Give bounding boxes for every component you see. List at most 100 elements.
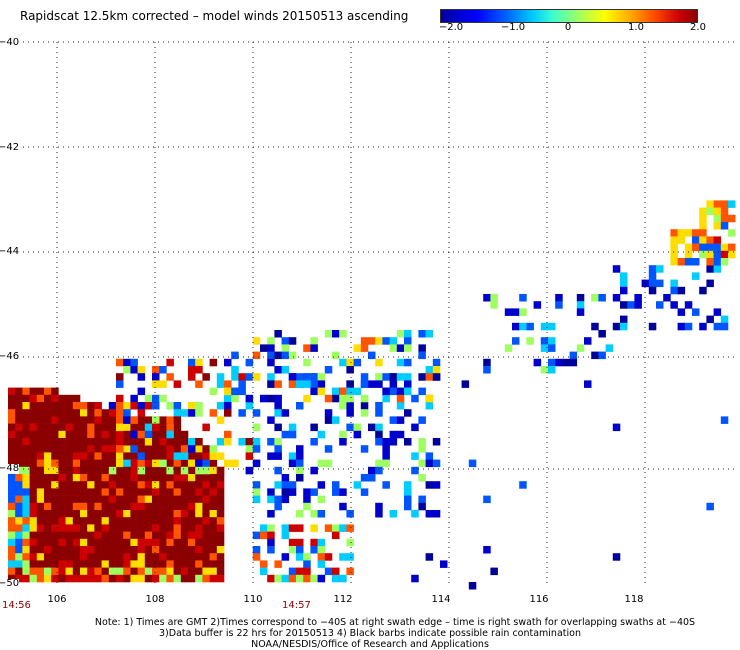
data-cell: [65, 538, 74, 547]
data-cell: [288, 380, 297, 388]
data-cell: [123, 531, 131, 540]
data-cell: [202, 553, 210, 561]
data-cell: [332, 488, 340, 496]
data-cell: [58, 409, 66, 417]
data-cell: [188, 409, 196, 417]
data-cell: [188, 553, 196, 561]
data-cell: [245, 373, 254, 381]
data-cell: [224, 430, 232, 439]
data-cell: [195, 524, 203, 532]
data-cell: [411, 394, 419, 403]
data-cell: [375, 510, 383, 518]
data-cell: [713, 243, 722, 252]
data-cell: [274, 560, 282, 568]
data-cell: [44, 402, 52, 410]
data-cell: [720, 243, 729, 252]
data-cell: [202, 524, 210, 532]
data-cell: [65, 459, 74, 468]
lon-label: 116: [529, 594, 549, 605]
data-cell: [80, 567, 88, 576]
data-cell: [216, 452, 225, 460]
data-cell: [360, 488, 369, 496]
data-cell: [231, 351, 239, 360]
data-cell: [116, 574, 124, 583]
data-cell: [591, 322, 599, 331]
data-cell: [36, 466, 45, 475]
data-cell: [22, 438, 30, 446]
data-cell: [87, 553, 95, 561]
data-cell: [22, 560, 30, 568]
data-cell: [231, 366, 239, 374]
data-cell: [533, 301, 542, 309]
data-cell: [267, 546, 275, 554]
data-cell: [346, 524, 354, 532]
data-cell: [72, 474, 81, 482]
data-cell: [144, 531, 153, 540]
data-cell: [137, 510, 146, 518]
data-cell: [317, 495, 326, 504]
data-cell: [490, 567, 498, 576]
graticule: [8, 41, 736, 586]
wind-difference-map[interactable]: [8, 41, 736, 590]
data-cell: [72, 495, 81, 504]
data-cell: [22, 445, 30, 453]
data-cell: [324, 330, 333, 338]
data-cell: [80, 560, 88, 568]
data-cell: [166, 416, 174, 424]
data-cell: [72, 567, 81, 576]
data-cell: [375, 502, 383, 511]
data-cell: [288, 538, 297, 547]
data-cell: [65, 445, 74, 453]
data-cell: [51, 466, 59, 475]
data-cell: [418, 330, 426, 338]
data-cell: [418, 351, 426, 360]
data-cell: [87, 517, 95, 525]
data-cell: [202, 560, 210, 568]
data-cell: [425, 452, 434, 460]
data-cell: [51, 531, 59, 540]
data-cell: [288, 481, 297, 489]
data-cell: [209, 495, 218, 504]
data-cell: [65, 546, 74, 554]
data-cell: [267, 574, 275, 583]
data-cell: [123, 538, 131, 547]
data-cell: [80, 517, 88, 525]
data-cell: [137, 373, 146, 381]
data-cell: [123, 517, 131, 525]
data-cell: [677, 229, 686, 237]
data-cell: [51, 430, 59, 439]
data-cell: [195, 459, 203, 468]
data-cell: [72, 560, 81, 568]
data-cell: [267, 358, 275, 367]
data-cell: [195, 538, 203, 547]
data-cell: [238, 380, 246, 388]
data-cell: [375, 466, 383, 475]
data-cell: [22, 481, 30, 489]
data-cell: [180, 502, 189, 511]
data-cell: [692, 258, 700, 266]
data-cell: [36, 560, 45, 568]
data-cell: [29, 574, 38, 583]
data-cell: [58, 531, 66, 540]
data-cell: [346, 394, 354, 403]
lon-label: 106: [47, 594, 67, 605]
data-cell: [317, 387, 326, 396]
data-cell: [274, 423, 282, 432]
data-cell: [152, 459, 160, 468]
data-cell: [692, 229, 700, 237]
data-cell: [159, 416, 167, 424]
data-cell: [44, 574, 52, 583]
data-cell: [123, 438, 131, 446]
lon-label: 114: [431, 594, 451, 605]
data-cell: [188, 495, 196, 504]
data-cell: [123, 567, 131, 576]
data-cell: [188, 452, 196, 460]
data-cell: [29, 438, 38, 446]
data-cell: [130, 438, 138, 446]
map-panel[interactable]: [8, 41, 736, 590]
data-cell: [720, 214, 729, 223]
data-cell: [296, 574, 304, 583]
data-cell: [101, 574, 110, 583]
data-cell: [310, 373, 318, 381]
data-cell: [252, 409, 261, 417]
